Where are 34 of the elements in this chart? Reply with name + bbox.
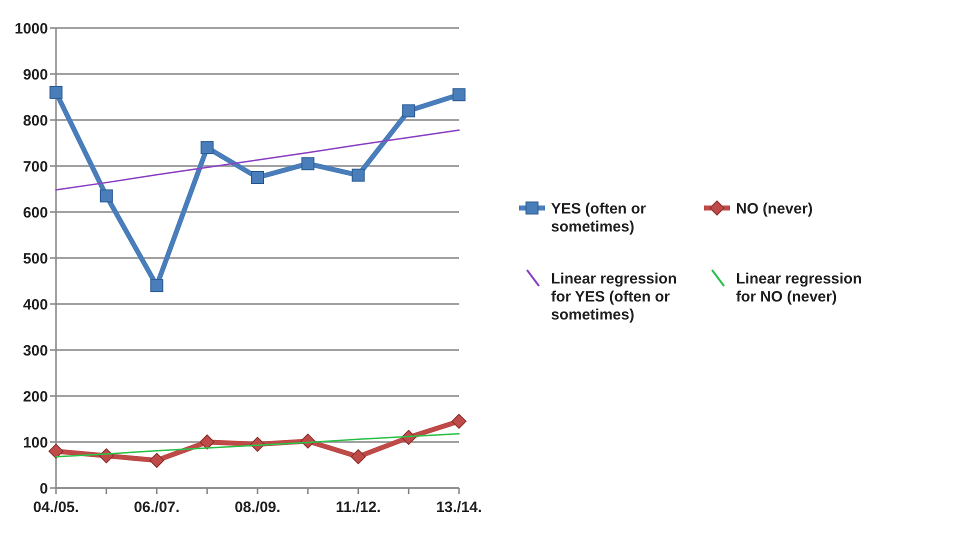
y-tick-label: 500 <box>22 250 48 268</box>
point <box>352 168 365 182</box>
y-tick-label: 800 <box>22 112 48 130</box>
point <box>149 452 164 468</box>
point <box>200 141 214 154</box>
legend-label: Linear regression for NO (never) <box>736 270 862 306</box>
x-tick-label: 04./05. <box>33 499 79 516</box>
legend-label: YES (often or sometimes) <box>551 200 646 236</box>
legend-label: NO (never) <box>736 200 813 218</box>
x-tick-label: 08./09. <box>234 499 280 516</box>
x-tick-label: 13./14. <box>436 499 482 516</box>
y-tick-label: 900 <box>22 66 48 84</box>
y-tick-label: 300 <box>22 342 48 360</box>
y-tick-label: 100 <box>22 434 48 452</box>
point <box>350 449 366 464</box>
point <box>150 279 164 292</box>
point <box>100 189 113 202</box>
x-tick-label: 11./12. <box>336 499 381 516</box>
y-tick-label: 400 <box>22 296 48 314</box>
x-tick-label: 06./07. <box>134 499 180 516</box>
legend-label: Linear regression for YES (often or sometimes) <box>551 270 677 324</box>
point <box>402 104 416 118</box>
y-tick-label: 0 <box>40 480 48 498</box>
y-tick-label: 700 <box>22 158 48 176</box>
point <box>48 444 64 459</box>
point <box>200 434 215 450</box>
point <box>251 171 264 184</box>
point <box>452 88 466 102</box>
point <box>452 414 466 429</box>
y-tick-label: 1000 <box>14 20 48 38</box>
y-tick-label: 200 <box>22 388 48 406</box>
point <box>50 86 62 99</box>
y-tick-label: 600 <box>22 204 48 222</box>
point <box>301 157 314 170</box>
